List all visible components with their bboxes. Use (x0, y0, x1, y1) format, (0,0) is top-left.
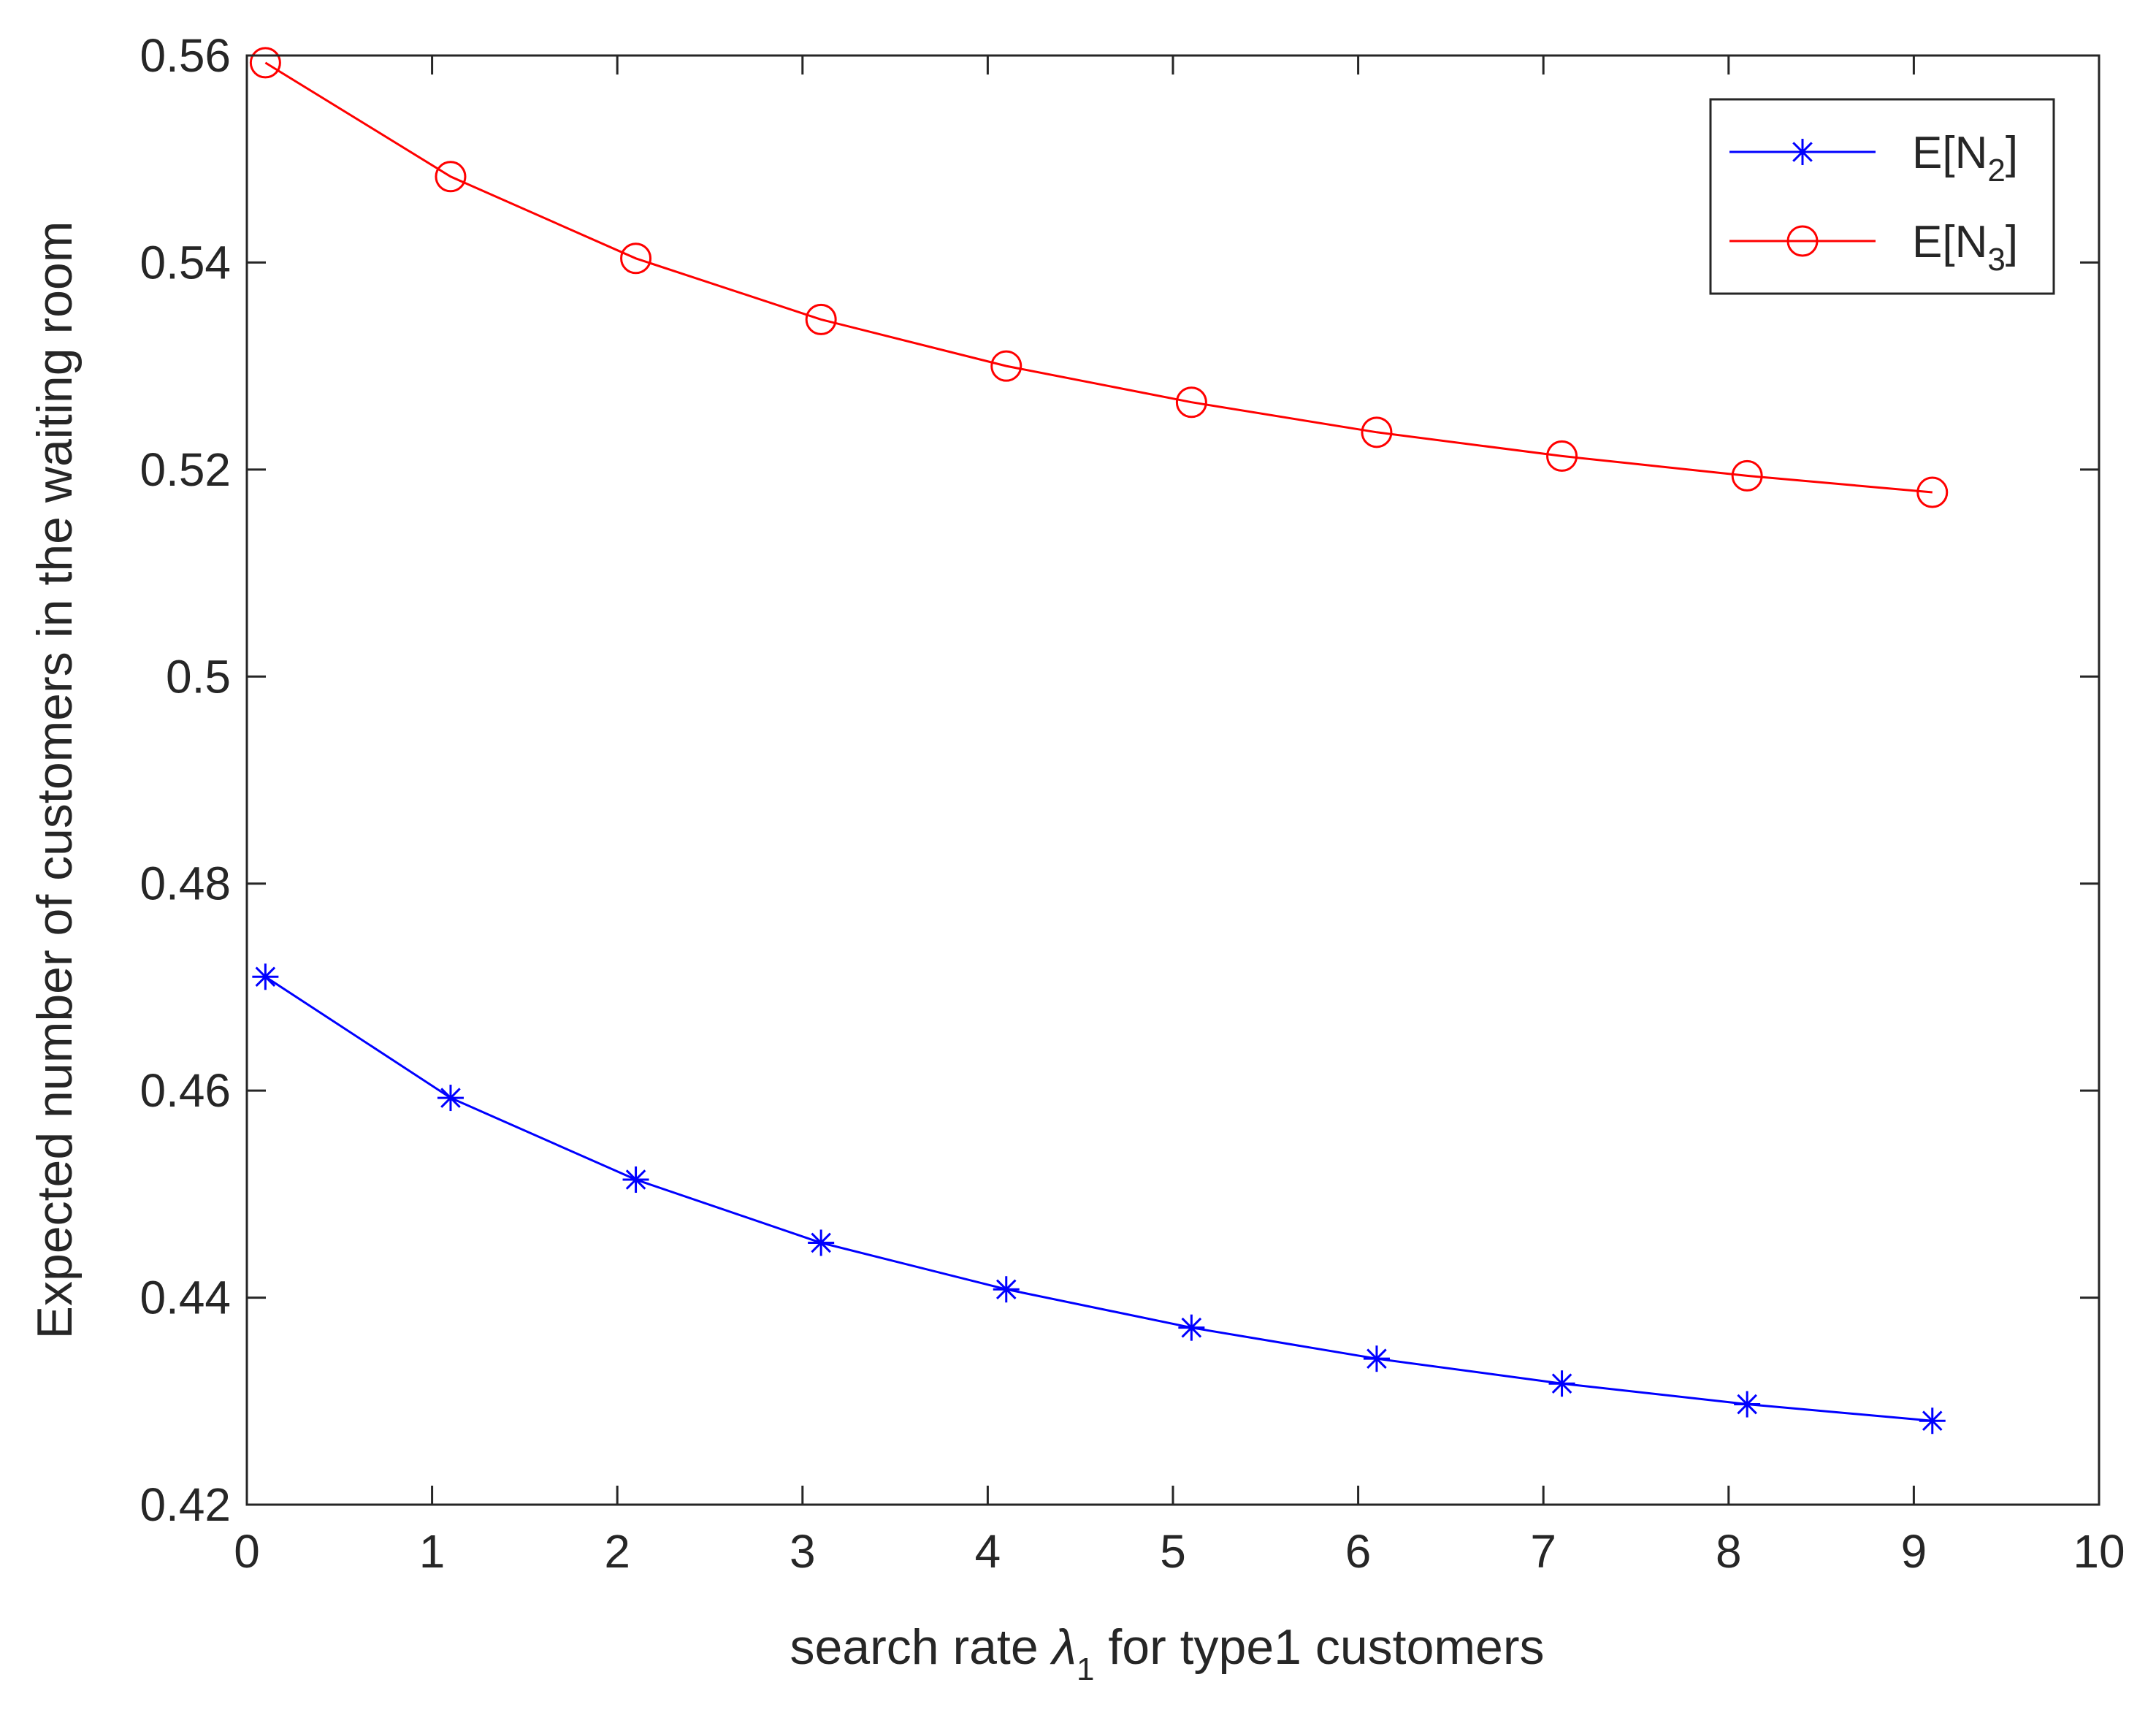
y-tick-label: 0.54 (139, 236, 231, 289)
x-tick-label: 2 (604, 1525, 630, 1578)
legend-label-e-n2-subscript: 2 (1987, 153, 2005, 188)
x-tick-label: 4 (975, 1525, 1001, 1578)
x-tick-label: 5 (1160, 1525, 1186, 1578)
y-tick-label: 0.44 (139, 1272, 231, 1324)
x-axis-label: search rate λ1 for type1 customers (790, 1619, 1544, 1687)
legend-marker-symbol (1789, 139, 1816, 165)
x-tick-label: 1 (419, 1525, 446, 1578)
y-tick-label: 0.46 (139, 1064, 231, 1117)
data-point-e-n2 (993, 1276, 1020, 1302)
x-tick-label: 0 (234, 1525, 260, 1578)
x-tick-label: 10 (2073, 1525, 2125, 1578)
data-point-e-n2 (252, 963, 278, 990)
legend-marker-e-n2 (1789, 139, 1816, 165)
y-tick-label: 0.5 (166, 650, 231, 703)
x-axis-label-prefix: search rate (790, 1619, 1052, 1675)
legend-label-e-n2-prefix: E[N (1912, 128, 1987, 178)
data-point-e-n2 (808, 1229, 834, 1256)
legend-label-e-n3-prefix: E[N (1912, 217, 1987, 267)
data-point-e-n2 (437, 1085, 464, 1111)
legend: E[N2] E[N3] (1710, 99, 2054, 294)
x-tick-label: 3 (790, 1525, 816, 1578)
lambda-symbol: λ (1050, 1619, 1077, 1675)
x-axis-label-suffix: for type1 customers (1094, 1619, 1544, 1675)
data-point-e-n2 (1919, 1408, 1946, 1434)
x-axis-label-subscript: 1 (1077, 1651, 1094, 1687)
y-tick-label: 0.56 (139, 29, 231, 82)
x-tick-label: 7 (1530, 1525, 1556, 1578)
data-point-e-n2 (1734, 1391, 1760, 1418)
x-tick-label: 9 (1901, 1525, 1927, 1578)
x-tick-label: 8 (1716, 1525, 1742, 1578)
data-point-e-n2 (1178, 1315, 1204, 1341)
data-point-e-n2 (1549, 1370, 1575, 1397)
legend-label-e-n3-suffix: ] (2006, 217, 2018, 267)
data-point-e-n2 (1364, 1345, 1390, 1372)
legend-label-e-n3-subscript: 3 (1987, 242, 2005, 278)
y-tick-label: 0.42 (139, 1478, 231, 1531)
y-axis-label: Expected number of customers in the wait… (27, 221, 83, 1340)
y-tick-label: 0.52 (139, 443, 231, 496)
y-tick-label: 0.48 (139, 858, 231, 910)
x-tick-label: 6 (1345, 1525, 1372, 1578)
data-point-e-n2 (623, 1166, 649, 1193)
legend-label-e-n2-suffix: ] (2006, 128, 2018, 178)
